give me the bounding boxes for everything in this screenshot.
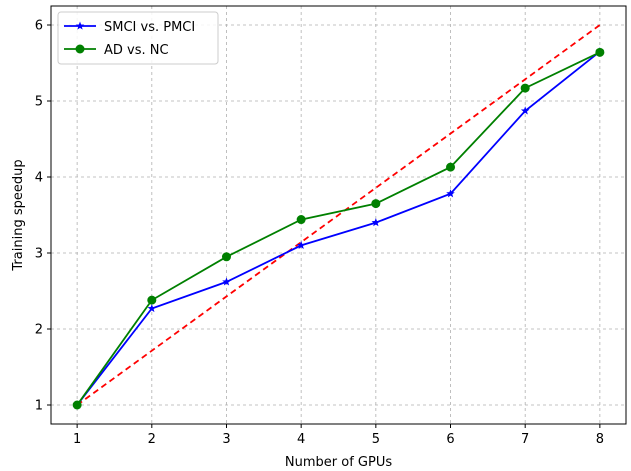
x-tick-label: 6	[446, 432, 454, 447]
legend-label-ad: AD vs. NC	[104, 43, 169, 58]
data-point-circle	[446, 162, 456, 172]
data-point-star	[446, 189, 455, 198]
y-tick-label: 5	[35, 95, 43, 110]
x-axis-ticks: 1 2 3 4 5 6 7 8	[73, 424, 604, 447]
data-point-circle	[221, 252, 231, 262]
data-point-circle	[72, 400, 82, 410]
x-tick-label: 3	[222, 432, 230, 447]
y-tick-label: 6	[35, 19, 43, 34]
data-point-star	[222, 277, 231, 286]
data-point-star	[520, 106, 530, 115]
circle-icon	[75, 44, 85, 54]
x-tick-label: 4	[297, 432, 305, 447]
legend-box	[57, 11, 219, 65]
series-1	[72, 47, 605, 410]
star-icon	[75, 21, 85, 30]
plot-frame	[50, 5, 627, 425]
data-point-circle	[520, 83, 530, 93]
legend-label-smci: SMCI vs. PMCI	[104, 20, 195, 35]
data-point-circle	[296, 215, 306, 225]
y-tick-label: 1	[35, 399, 43, 414]
data-point-circle	[371, 199, 381, 209]
series-layer	[72, 47, 605, 410]
legend: SMCI vs. PMCI AD vs. NC	[57, 11, 219, 65]
x-tick-label: 7	[521, 432, 529, 447]
x-tick-label: 8	[596, 432, 604, 447]
data-point-circle	[147, 295, 157, 305]
x-tick-label: 1	[73, 432, 81, 447]
data-point-star	[371, 218, 381, 227]
x-tick-label: 2	[148, 432, 156, 447]
x-axis-label: Number of GPUs	[285, 455, 392, 470]
data-point-star	[147, 303, 157, 313]
series-line	[76, 51, 601, 406]
y-axis-label: Training speedup	[11, 159, 26, 271]
grid-lines	[51, 6, 626, 424]
x-tick-label: 5	[372, 432, 380, 447]
reference-line	[76, 24, 601, 406]
y-tick-label: 4	[35, 171, 43, 186]
data-point-star	[296, 240, 306, 250]
y-tick-label: 3	[35, 247, 43, 262]
ideal-speedup-line	[76, 24, 601, 406]
y-tick-label: 2	[35, 323, 43, 338]
data-point-circle	[595, 47, 605, 57]
y-axis-ticks: 1 2 3 4 5 6	[35, 19, 51, 414]
series-line	[76, 50, 601, 406]
